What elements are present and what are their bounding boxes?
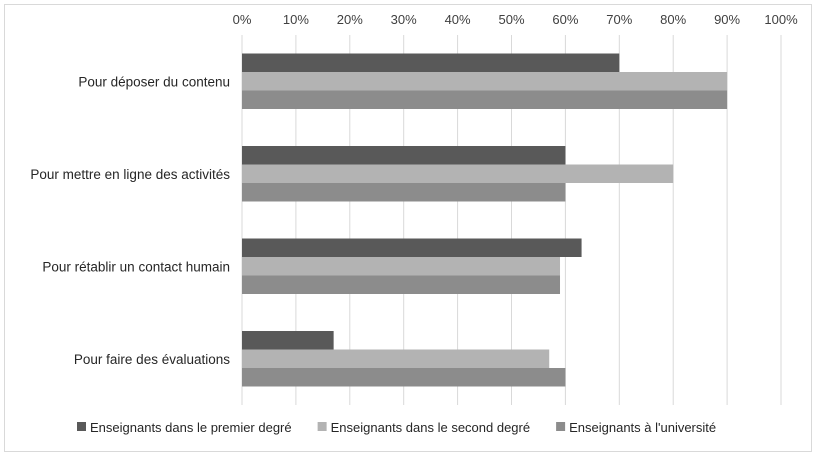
x-tick-label-40: 40% [445, 12, 471, 27]
bar-enseignants-dans-le-second-degre-pour-mettre-en-ligne-des-activites [242, 164, 674, 183]
x-tick-label-0: 0% [233, 12, 252, 27]
bar-enseignants-dans-le-second-degre-pour-retablir-un-contact-humain [242, 257, 561, 276]
bar-enseignants-dans-le-premier-degre-pour-faire-des-evaluations [242, 331, 334, 350]
category-label-pour-retablir-un-contact-humain: Pour rétablir un contact humain [42, 259, 230, 274]
x-tick-label-30: 30% [391, 12, 417, 27]
x-tick-label-60: 60% [552, 12, 578, 27]
bars [242, 53, 728, 387]
bar-enseignants-a-l-universite-pour-mettre-en-ligne-des-activites [242, 183, 566, 202]
bar-enseignants-dans-le-premier-degre-pour-deposer-du-contenu [242, 53, 620, 72]
bar-enseignants-dans-le-second-degre-pour-faire-des-evaluations [242, 349, 550, 368]
legend-label-enseignants-a-l-universite: Enseignants à l'université [569, 420, 716, 435]
x-tick-label-20: 20% [337, 12, 363, 27]
x-tick-label-90: 90% [714, 12, 740, 27]
bar-enseignants-a-l-universite-pour-faire-des-evaluations [242, 368, 566, 387]
bar-enseignants-dans-le-premier-degre-pour-retablir-un-contact-humain [242, 238, 582, 257]
bar-enseignants-dans-le-premier-degre-pour-mettre-en-ligne-des-activites [242, 146, 566, 165]
category-label-pour-mettre-en-ligne-des-activites: Pour mettre en ligne des activités [30, 167, 230, 182]
x-tick-label-80: 80% [660, 12, 686, 27]
bar-enseignants-a-l-universite-pour-retablir-un-contact-humain [242, 275, 561, 294]
legend-swatch-enseignants-dans-le-premier-degre [77, 422, 86, 431]
x-axis-ticks: 0% 10% 20% 30% 40% 50% 60% 70% 80% 90% 100% [233, 12, 798, 27]
category-label-pour-deposer-du-contenu: Pour déposer du contenu [78, 74, 230, 89]
legend-swatch-enseignants-a-l-universite [556, 422, 566, 431]
category-axis: Pour déposer du contenu Pour mettre en li… [30, 35, 243, 405]
bar-chart: 0% 10% 20% 30% 40% 50% 60% 70% 80% 90% 100% Pour d… [30, 12, 798, 435]
legend-label-enseignants-dans-le-premier-degre: Enseignants dans le premier degré [90, 420, 292, 435]
x-tick-label-70: 70% [606, 12, 632, 27]
bar-enseignants-a-l-universite-pour-deposer-du-contenu [242, 90, 728, 109]
category-label-pour-faire-des-evaluations: Pour faire des évaluations [74, 352, 230, 367]
legend-swatch-enseignants-dans-le-second-degre [317, 422, 327, 431]
legend: Enseignants dans le premier degré Enseign… [77, 420, 716, 435]
x-tick-label-10: 10% [283, 12, 309, 27]
x-tick-label-100: 100% [764, 12, 798, 27]
legend-label-enseignants-dans-le-second-degre: Enseignants dans le second degré [331, 420, 530, 435]
x-tick-label-50: 50% [498, 12, 524, 27]
bar-enseignants-dans-le-second-degre-pour-deposer-du-contenu [242, 72, 728, 91]
chart-frame: 0% 10% 20% 30% 40% 50% 60% 70% 80% 90% 100% Pour d… [4, 4, 812, 452]
